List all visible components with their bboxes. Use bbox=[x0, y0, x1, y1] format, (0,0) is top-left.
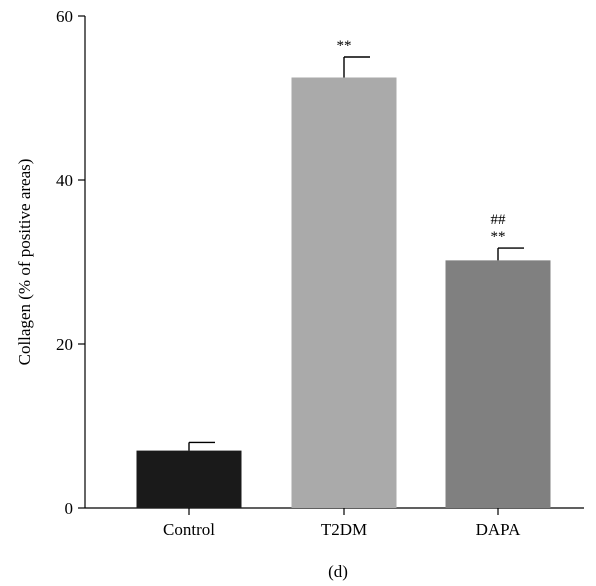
y-ticks: 0 20 40 60 bbox=[56, 7, 85, 518]
y-tick-label: 60 bbox=[56, 7, 73, 26]
y-tick-label: 0 bbox=[65, 499, 74, 518]
x-tick-label: T2DM bbox=[321, 520, 367, 539]
significance-marker: ** bbox=[337, 38, 352, 54]
bar-dapa bbox=[445, 260, 551, 508]
y-axis-label: Collagen (% of positive areas) bbox=[15, 159, 34, 366]
x-tick-labels: Control T2DM DAPA bbox=[163, 508, 521, 539]
significance-marker: ** bbox=[491, 229, 506, 245]
x-tick-label: DAPA bbox=[476, 520, 521, 539]
y-tick-label: 40 bbox=[56, 171, 73, 190]
bar-control bbox=[136, 450, 242, 508]
y-tick-label: 20 bbox=[56, 335, 73, 354]
x-tick-label: Control bbox=[163, 520, 215, 539]
bars: **##** bbox=[136, 38, 551, 508]
bar-t2dm bbox=[291, 77, 397, 508]
significance-marker: ## bbox=[491, 212, 507, 228]
panel-label: (d) bbox=[328, 562, 348, 581]
